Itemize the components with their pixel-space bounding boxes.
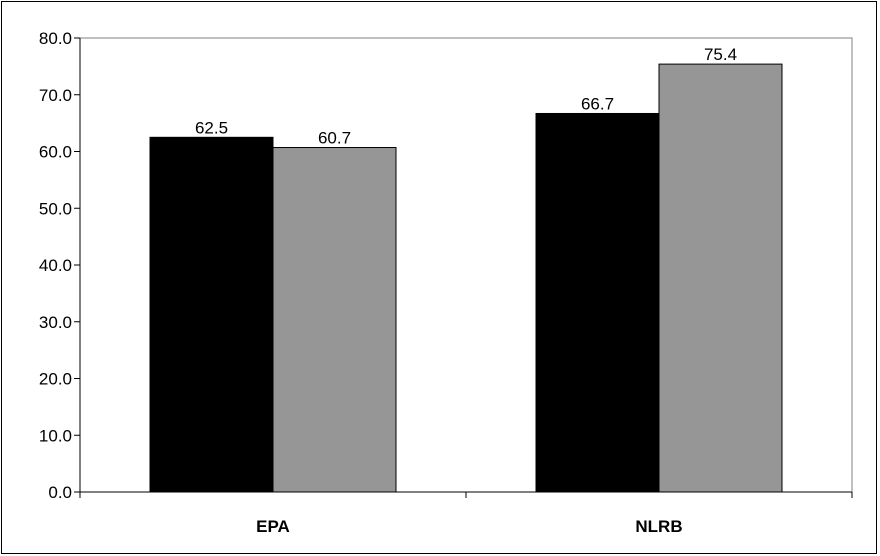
- y-tick-label: 20.0: [39, 370, 72, 389]
- y-tick-label: 30.0: [39, 313, 72, 332]
- bars: [149, 63, 783, 493]
- y-axis: 0.0 10.0 20.0 30.0 40.0 50.0 60.0 70.0 80.0: [39, 29, 81, 502]
- bar-value-label: 60.7: [318, 129, 351, 148]
- bar-value-label: 66.7: [581, 94, 614, 113]
- y-tick-label: 50.0: [39, 199, 72, 218]
- y-tick-label: 60.0: [39, 143, 72, 162]
- y-tick-label: 10.0: [39, 426, 72, 445]
- bar: [535, 112, 660, 493]
- y-tick-label: 40.0: [39, 256, 72, 275]
- bar: [149, 136, 274, 493]
- bar: [658, 63, 783, 493]
- y-tick-label: 0.0: [48, 483, 72, 502]
- bar-value-label: 75.4: [704, 45, 737, 64]
- x-axis: EPA NLRB: [79, 491, 853, 536]
- x-category-label: EPA: [256, 517, 290, 536]
- bar-value-label: 62.5: [195, 118, 228, 137]
- y-tick-label: 80.0: [39, 29, 72, 48]
- bar: [272, 147, 397, 493]
- data-labels: 62.5 60.7 66.7 75.4: [195, 45, 737, 147]
- x-category-label: NLRB: [635, 517, 682, 536]
- y-tick-label: 70.0: [39, 86, 72, 105]
